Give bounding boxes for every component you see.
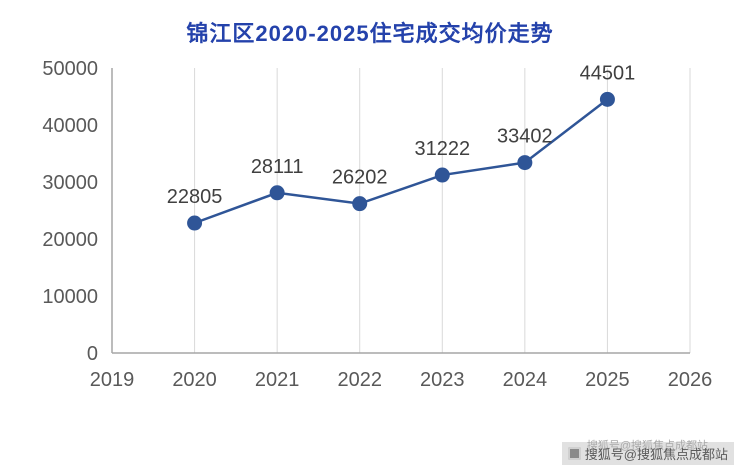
x-tick-label: 2022: [337, 369, 382, 391]
watermark: 搜狐号@搜狐焦点成都站 搜狐号@搜狐焦点成都站: [561, 440, 734, 465]
x-tick-label: 2019: [90, 369, 135, 391]
x-tick-label: 2026: [668, 369, 713, 391]
data-point-marker: [517, 155, 533, 171]
data-point-label: 33402: [497, 126, 553, 148]
y-tick-label: 30000: [42, 172, 98, 194]
y-tick-label: 20000: [42, 229, 98, 251]
data-point-label: 28111: [251, 156, 304, 178]
y-tick-label: 10000: [42, 286, 98, 308]
watermark-text: 搜狐号@搜狐焦点成都站: [584, 447, 728, 462]
data-point-label: 44501: [580, 62, 636, 84]
watermark-badge: 搜狐号@搜狐焦点成都站: [561, 442, 734, 465]
x-tick-label: 2020: [172, 369, 217, 391]
watermark-back-text: 搜狐号@搜狐焦点成都站: [586, 440, 708, 452]
data-point-marker: [599, 91, 615, 107]
chart-page: 锦江区2020-2025住宅成交均价走势 2019 2020 2021 2022 202…: [0, 16, 740, 469]
data-point-marker: [352, 196, 368, 212]
y-tick-label: 50000: [42, 58, 98, 80]
data-point-marker: [187, 215, 203, 231]
x-tick-label: 2025: [585, 369, 630, 391]
data-point-label: 26202: [332, 167, 388, 189]
data-point-marker: [269, 185, 285, 201]
data-point-label: 31222: [414, 138, 470, 160]
line-chart-svg: 2019 2020 2021 2022 2023 2024 2025 2026 0 10000 20…: [42, 58, 713, 391]
y-tick-label: 40000: [42, 115, 98, 137]
x-tick-label: 2024: [503, 369, 548, 391]
price-trend-line: [194, 98, 609, 225]
x-tick-label: 2021: [255, 369, 300, 391]
sohu-logo-icon: [567, 447, 581, 460]
x-tick-label: 2023: [420, 369, 465, 391]
data-point-label: 22805: [167, 186, 223, 208]
chart-title: 锦江区2020-2025住宅成交均价走势: [186, 21, 554, 46]
data-point-marker: [434, 167, 450, 183]
y-tick-label: 0: [87, 343, 98, 365]
